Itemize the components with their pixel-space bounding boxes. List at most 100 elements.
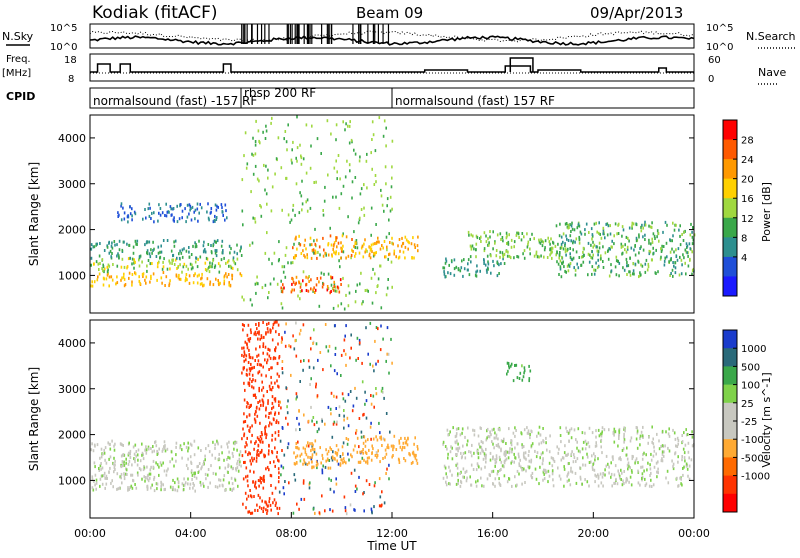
heatmap-cell — [242, 502, 244, 506]
heatmap-cell — [223, 256, 225, 260]
heatmap-cell — [127, 488, 129, 492]
heatmap-cell — [310, 287, 312, 291]
heatmap-cell — [302, 323, 305, 327]
heatmap-cell — [591, 237, 593, 241]
heatmap-cell — [232, 258, 234, 262]
heatmap-cell — [329, 291, 331, 295]
heatmap-cell — [370, 206, 373, 210]
heatmap-cell — [679, 224, 681, 228]
heatmap-cell — [93, 245, 96, 249]
heatmap-cell — [227, 273, 230, 276]
heatmap-cell — [550, 456, 553, 460]
heatmap-cell — [271, 338, 274, 342]
heatmap-cell — [525, 469, 527, 473]
heatmap-cell — [253, 470, 255, 474]
heatmap-cell — [661, 457, 663, 461]
heatmap-cell — [588, 231, 590, 234]
heatmap-cell — [385, 359, 387, 363]
heatmap-cell — [379, 460, 381, 464]
heatmap-cell — [580, 263, 582, 267]
heatmap-cell — [278, 411, 280, 415]
heatmap-cell — [354, 444, 356, 448]
heatmap-cell — [494, 484, 496, 488]
heatmap-cell — [651, 440, 653, 444]
heatmap-cell — [91, 475, 94, 479]
heatmap-cell — [205, 256, 208, 260]
heatmap-cell — [281, 449, 283, 452]
heatmap-cell — [688, 242, 691, 246]
heatmap-cell — [503, 452, 505, 456]
heatmap-cell — [635, 457, 638, 461]
heatmap-cell — [604, 251, 607, 255]
heatmap-cell — [313, 448, 316, 451]
heatmap-cell — [204, 472, 207, 476]
heatmap-cell — [636, 446, 639, 450]
heatmap-cell — [371, 250, 373, 254]
heatmap-cell — [626, 261, 628, 264]
heatmap-cell — [181, 448, 183, 452]
heatmap-cell — [345, 461, 347, 465]
colorbar-tick-label: 12 — [741, 214, 754, 225]
heatmap-cell — [398, 238, 401, 241]
heatmap-cell — [314, 242, 317, 246]
heatmap-cell — [335, 138, 337, 142]
heatmap-cell — [249, 369, 252, 373]
heatmap-cell — [355, 431, 357, 435]
heatmap-cell — [264, 251, 267, 255]
heatmap-cell — [269, 282, 272, 286]
heatmap-cell — [100, 474, 103, 478]
heatmap-cell — [603, 428, 606, 432]
heatmap-cell — [614, 430, 617, 434]
heatmap-cell — [629, 270, 631, 274]
heatmap-cell — [263, 453, 265, 457]
heatmap-cell — [486, 427, 489, 431]
heatmap-cell — [294, 478, 297, 482]
heatmap-cell — [170, 450, 173, 454]
heatmap-cell — [316, 277, 319, 280]
heatmap-cell — [678, 273, 681, 277]
heatmap-cell — [260, 437, 263, 441]
heatmap-cell — [227, 259, 230, 263]
heatmap-cell — [544, 471, 547, 475]
heatmap-cell — [570, 239, 572, 243]
heatmap-cell — [195, 476, 198, 480]
heatmap-cell — [278, 385, 280, 389]
heatmap-cell — [324, 185, 326, 189]
heatmap-cell — [547, 480, 549, 484]
heatmap-cell — [278, 471, 280, 475]
heatmap-cell — [490, 254, 492, 258]
heatmap-cell — [250, 362, 252, 366]
heatmap-cell — [587, 441, 590, 445]
heatmap-cell — [543, 255, 545, 259]
heatmap-cell — [285, 386, 287, 390]
heatmap-cell — [251, 511, 254, 515]
heatmap-cell — [128, 459, 131, 463]
heatmap-cell — [674, 223, 676, 227]
heatmap-cell — [631, 454, 634, 458]
heatmap-cell — [685, 242, 688, 246]
heatmap-cell — [216, 485, 219, 489]
heatmap-cell — [689, 258, 691, 262]
heatmap-cell — [476, 462, 479, 466]
heatmap-cell — [475, 242, 478, 246]
heatmap-cell — [533, 237, 535, 241]
heatmap-cell — [90, 243, 93, 247]
noise-right-tick-top: 10^5 — [706, 23, 733, 34]
heatmap-cell — [649, 250, 652, 254]
heatmap-cell — [303, 458, 305, 462]
heatmap-cell — [113, 448, 116, 452]
heatmap-cell — [599, 432, 602, 436]
heatmap-cell — [651, 425, 653, 429]
heatmap-cell — [665, 430, 667, 434]
heatmap-cell — [445, 480, 447, 484]
heatmap-cell — [158, 447, 160, 451]
heatmap-cell — [148, 252, 151, 256]
heatmap-cell — [645, 453, 647, 457]
heatmap-cell — [271, 262, 273, 266]
heatmap-cell — [334, 457, 336, 461]
heatmap-cell — [559, 246, 562, 250]
heatmap-cell — [132, 479, 135, 483]
heatmap-cell — [264, 283, 267, 287]
heatmap-cell — [274, 412, 276, 416]
heatmap-cell — [530, 429, 532, 433]
